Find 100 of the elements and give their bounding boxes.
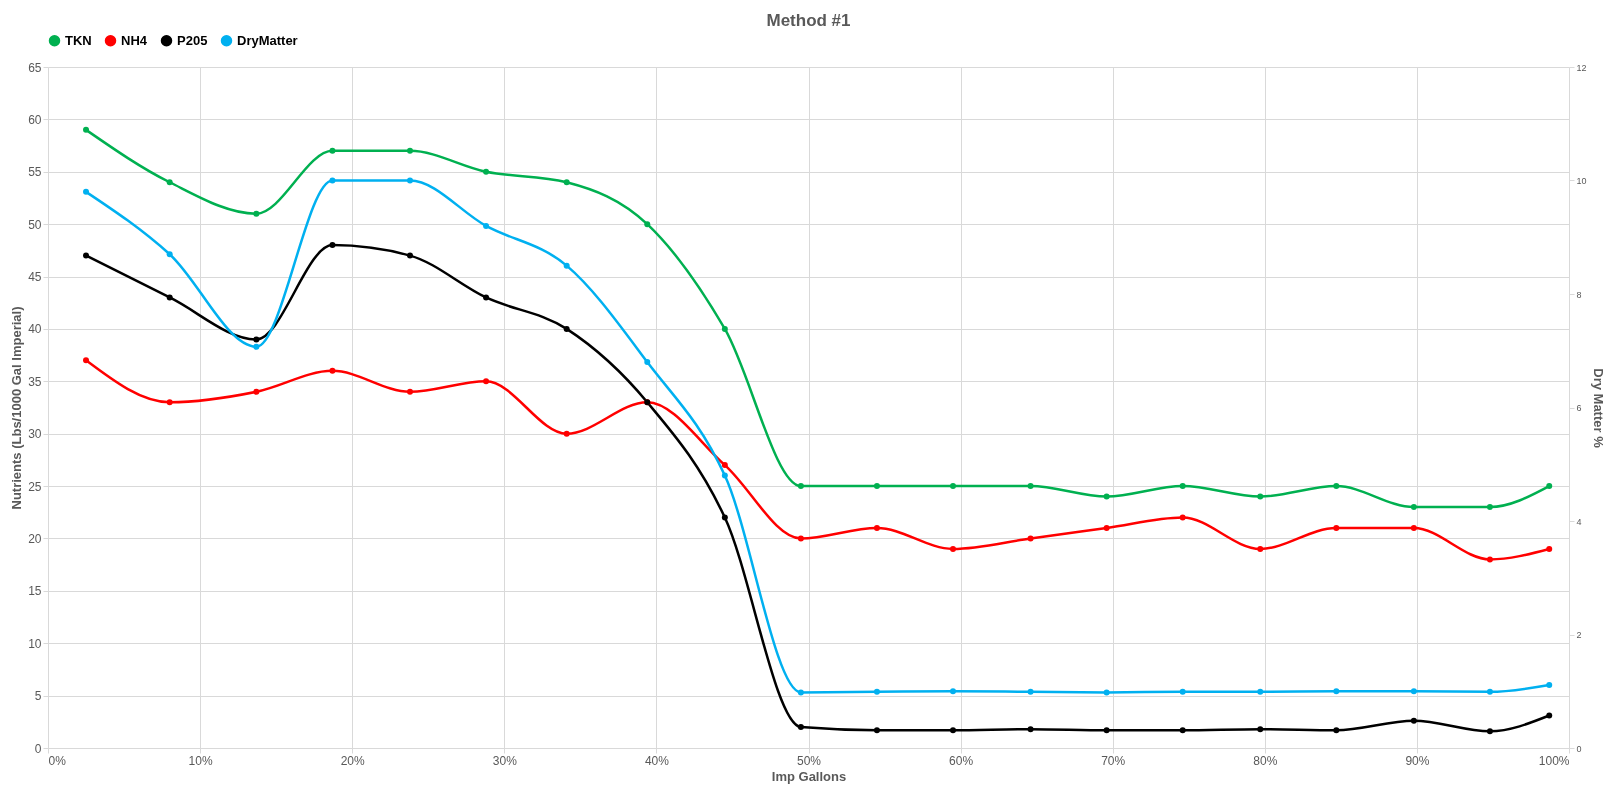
y2-tick-label: 12 [1576, 62, 1587, 73]
point [797, 689, 804, 696]
legend-label: NH4 [121, 32, 148, 48]
point [1179, 727, 1186, 734]
y-tick-label: 65 [28, 60, 42, 75]
point [483, 168, 490, 175]
point [563, 262, 570, 269]
y2-tick-label: 2 [1576, 630, 1582, 640]
x-tick-label: 0% [48, 753, 67, 768]
point [1486, 728, 1493, 735]
point [1486, 556, 1493, 563]
point [483, 378, 490, 385]
y2-tick-label: 6 [1576, 403, 1582, 413]
point [1546, 483, 1553, 490]
point [166, 179, 173, 186]
point [949, 688, 956, 695]
y-axis-title: Nutrients (Lbs/1000 Gal Imperial) [9, 306, 25, 510]
point [797, 483, 804, 490]
x-tick-label: 50% [796, 753, 822, 768]
point [1546, 682, 1553, 688]
point [166, 251, 173, 258]
point [563, 179, 570, 186]
point [253, 343, 260, 350]
x-tick-label: 60% [949, 753, 974, 768]
x-tick-label: 30% [492, 753, 518, 768]
x-tick-label: 40% [644, 753, 670, 768]
chart-title: Method #1 [766, 11, 851, 30]
point [407, 177, 413, 184]
point [1257, 688, 1264, 695]
point [1027, 483, 1034, 490]
legend-label: TKN [65, 32, 92, 48]
point [1546, 712, 1553, 719]
point [1027, 535, 1034, 542]
point [1546, 545, 1553, 552]
point [873, 688, 880, 695]
x-tick-label: 70% [1101, 753, 1126, 768]
y-tick-label: 50 [28, 217, 42, 232]
point [166, 399, 173, 406]
point [949, 545, 956, 552]
point [1179, 483, 1186, 490]
point [83, 188, 90, 195]
point [873, 727, 880, 734]
point [1027, 688, 1034, 695]
point [1257, 545, 1264, 552]
y-tick-label: 20 [28, 531, 42, 546]
y-tick-label: 60 [28, 112, 42, 127]
legend-label: P205 [177, 32, 208, 48]
y-tick-label: 45 [28, 270, 42, 285]
point [949, 483, 956, 490]
point [83, 126, 90, 133]
point [873, 483, 880, 490]
point [1486, 688, 1493, 695]
y-tick-label: 15 [28, 584, 42, 599]
y2-tick-label: 8 [1576, 289, 1582, 300]
point [563, 325, 570, 332]
point [873, 524, 880, 531]
y-tick-label: 10 [28, 636, 42, 651]
point [1486, 504, 1493, 511]
y2-tick-label: 10 [1576, 176, 1587, 186]
point [1103, 524, 1110, 531]
point [329, 147, 336, 154]
point [1179, 688, 1186, 695]
legend-label: DryMatter [237, 32, 298, 48]
point [1103, 493, 1110, 500]
y2-axis-title: Dry Matter % [1590, 368, 1606, 449]
point [1410, 688, 1417, 695]
point [721, 472, 728, 479]
point [1179, 514, 1186, 521]
x-tick-label: 90% [1405, 753, 1430, 768]
y-tick-label: 25 [28, 479, 42, 494]
point [1257, 493, 1264, 500]
point [563, 430, 570, 437]
point [407, 388, 413, 395]
y2-tick-label: 4 [1576, 516, 1582, 527]
x-axis-title: Imp Gallons [771, 768, 847, 784]
point [329, 177, 336, 184]
point [721, 462, 728, 469]
point [407, 252, 413, 259]
point [407, 147, 413, 154]
point [1410, 524, 1417, 531]
point [949, 727, 956, 734]
y-tick-label: 30 [28, 427, 42, 442]
point [1333, 727, 1340, 734]
x-tick-label: 20% [340, 753, 366, 768]
x-tick-label: 100% [1538, 753, 1570, 768]
point [721, 325, 728, 332]
point [83, 252, 90, 259]
x-tick-label: 80% [1253, 753, 1278, 768]
point [253, 388, 260, 395]
point [1333, 524, 1340, 531]
point [644, 359, 651, 366]
point [644, 221, 651, 228]
point [253, 336, 260, 343]
point [166, 294, 173, 301]
point [329, 367, 336, 374]
point [1410, 717, 1417, 724]
point [1257, 726, 1264, 733]
point [1333, 688, 1340, 695]
point [1103, 689, 1110, 696]
point [721, 514, 728, 521]
